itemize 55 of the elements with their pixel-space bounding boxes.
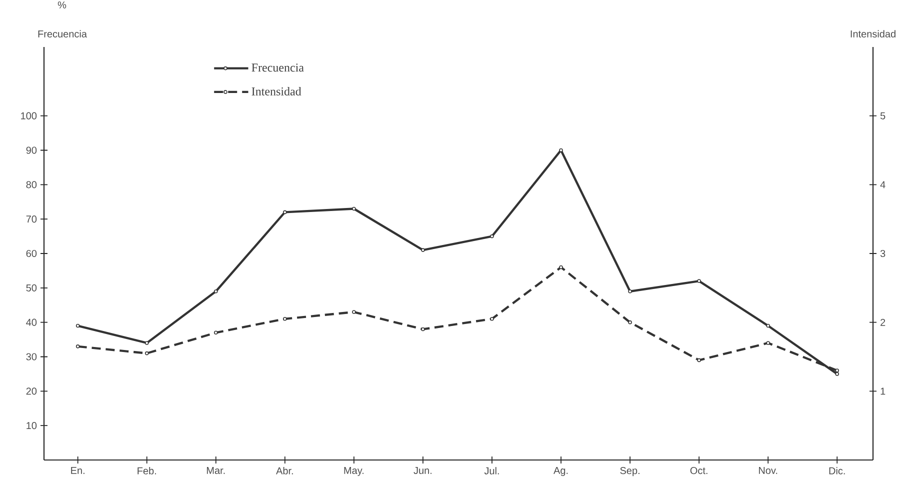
x-tick-label: En. <box>71 467 84 474</box>
point <box>559 265 563 270</box>
y-tick-label: 60 <box>26 250 37 258</box>
point <box>490 234 494 238</box>
x-tick-label: Dic. <box>829 467 845 474</box>
y2-tick-label: 1 <box>880 388 886 395</box>
point <box>835 372 840 376</box>
point <box>421 248 425 252</box>
point <box>697 279 701 283</box>
y2-tick-label: 4 <box>880 181 886 188</box>
y2-tick-label: 2 <box>880 318 886 326</box>
y-tick-label: 40 <box>26 318 37 326</box>
x-tick-label: Mar. <box>206 467 225 474</box>
y2-tick-label: 3 <box>880 250 886 258</box>
point <box>283 210 287 214</box>
point <box>352 206 356 211</box>
y-tick-label: 50 <box>26 284 37 292</box>
point <box>697 358 701 362</box>
y2-axis-title: Intensidad <box>850 30 896 38</box>
x-tick-label: May. <box>344 467 364 476</box>
y-tick-label: 30 <box>26 353 37 360</box>
point <box>766 341 770 345</box>
x-tick-label: Feb. <box>138 467 156 474</box>
point <box>214 289 218 294</box>
point <box>352 310 356 314</box>
point <box>283 316 287 321</box>
x-tick-label: Nov. <box>758 467 778 474</box>
y-tick-label: 80 <box>26 181 37 188</box>
x-tick-label: Ag. <box>554 467 568 476</box>
point <box>76 344 80 348</box>
y-tick-label: 10 <box>26 422 37 430</box>
legend-label: Intensidad <box>252 87 302 96</box>
point <box>490 316 494 321</box>
point <box>628 320 632 324</box>
point <box>144 341 149 345</box>
y-tick-label: 90 <box>26 146 37 154</box>
legend-label: Frecuencia <box>252 64 304 72</box>
point <box>421 327 425 332</box>
y-tick-label: 70 <box>26 216 37 223</box>
x-tick-label: Jul. <box>484 467 499 474</box>
point <box>214 330 218 335</box>
point <box>76 324 80 328</box>
y2-tick-label: 5 <box>880 112 886 120</box>
x-tick-label: Sep. <box>620 467 640 476</box>
point <box>628 289 632 294</box>
point <box>835 368 840 372</box>
y-axis-title: Frecuencia <box>38 30 87 38</box>
text: % <box>58 1 66 8</box>
x-tick-label: Oct. <box>690 467 708 474</box>
point <box>144 351 149 356</box>
y-tick-label: 20 <box>26 388 37 395</box>
x-tick-label: Abr. <box>276 467 293 474</box>
x-tick-label: Jun. <box>414 467 432 474</box>
point <box>766 324 770 328</box>
y-tick-label: 100 <box>21 112 37 120</box>
